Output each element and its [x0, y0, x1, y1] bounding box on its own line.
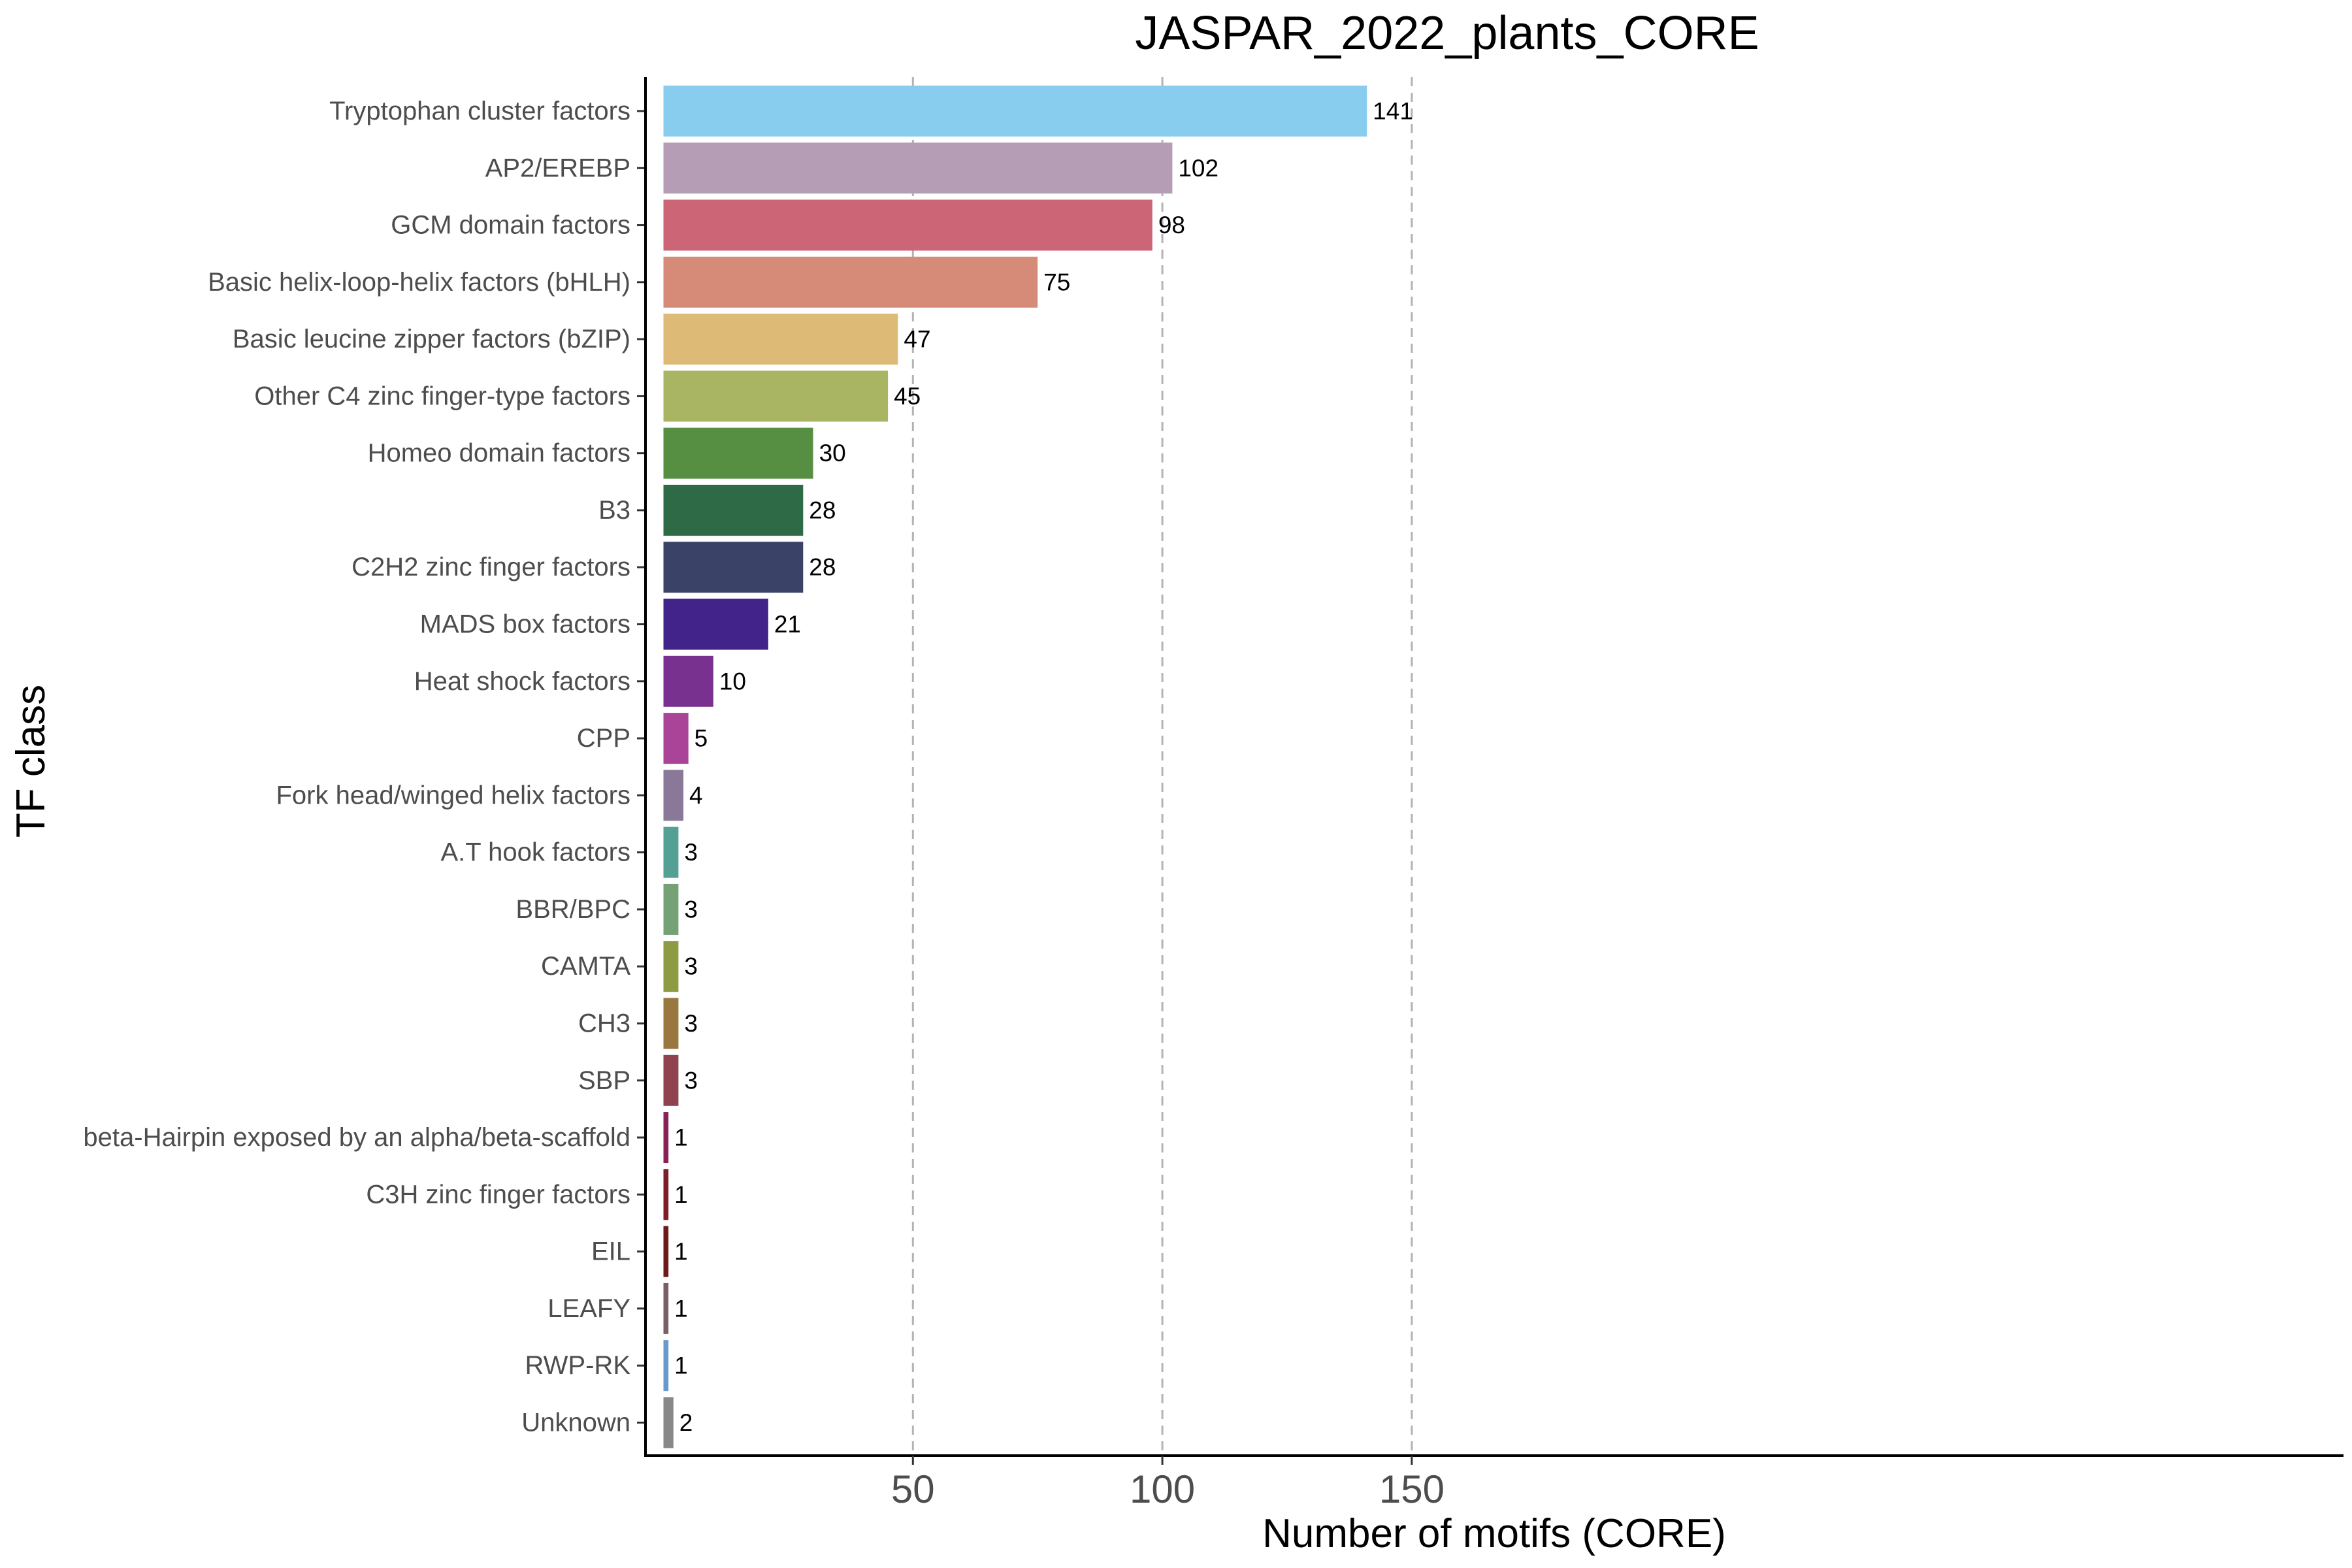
data-label: 3: [684, 1067, 698, 1094]
category-label: CAMTA: [541, 952, 630, 981]
category-label: C2H2 zinc finger factors: [351, 553, 630, 581]
bar: [663, 256, 1038, 308]
data-label: 1: [674, 1238, 688, 1265]
bar: [663, 998, 679, 1049]
bar: [663, 86, 1367, 137]
category-label: BBR/BPC: [515, 895, 630, 924]
data-label: 102: [1178, 155, 1218, 182]
category-label: A.T hook factors: [440, 838, 630, 867]
bar: [663, 655, 713, 707]
data-label: 2: [679, 1409, 693, 1436]
bar: [663, 1226, 669, 1277]
data-label: 1: [674, 1124, 688, 1151]
data-label: 3: [684, 953, 698, 980]
category-label: Fork head/winged helix factors: [276, 781, 631, 809]
category-label: LEAFY: [547, 1294, 630, 1323]
category-label: beta-Hairpin exposed by an alpha/beta-sc…: [83, 1123, 630, 1152]
bar: [663, 484, 804, 536]
data-label: 141: [1373, 98, 1413, 125]
data-label: 28: [809, 497, 836, 523]
data-label: 4: [689, 782, 703, 809]
data-label: 1: [674, 1295, 688, 1322]
category-label: Heat shock factors: [414, 667, 630, 696]
data-label: 3: [684, 896, 698, 923]
x-axis-title: Number of motifs (CORE): [1262, 1511, 1726, 1556]
category-label: Homeo domain factors: [368, 439, 630, 468]
category-label: Tryptophan cluster factors: [329, 97, 630, 125]
chart-title: JASPAR_2022_plants_CORE: [1135, 7, 1759, 59]
bar: [663, 883, 679, 935]
category-label: Unknown: [521, 1408, 630, 1437]
bar: [663, 1169, 669, 1220]
bar: [663, 314, 898, 365]
data-label: 75: [1043, 269, 1070, 295]
data-label: 1: [674, 1352, 688, 1379]
category-label: Other C4 zinc finger-type factors: [254, 382, 630, 410]
data-label: 3: [684, 839, 698, 866]
category-label: GCM domain factors: [391, 211, 630, 240]
data-label: 5: [694, 725, 708, 752]
data-label: 10: [719, 668, 746, 694]
bar: [663, 1340, 669, 1392]
bar: [663, 826, 679, 878]
data-label: 30: [819, 440, 846, 466]
bar: [663, 199, 1152, 251]
bar: [663, 142, 1173, 194]
category-label: AP2/EREBP: [485, 154, 630, 182]
y-axis-title: TF class: [8, 685, 54, 838]
bar: [663, 1112, 669, 1164]
bar: [663, 1397, 674, 1448]
data-label: 98: [1158, 212, 1185, 238]
category-label: Basic leucine zipper factors (bZIP): [233, 325, 630, 353]
bar: [663, 427, 813, 479]
x-axis-ticks: 50 100 150: [891, 1456, 1445, 1511]
bar: [663, 542, 804, 593]
grid-lines: [911, 77, 1413, 1456]
data-labels: 141 102 98 75 47 45 30 28 28 21 10 5 4 3 3 3 3 3 1 1 1 1 1 2: [674, 98, 1413, 1436]
data-label: 28: [809, 554, 836, 581]
bars: [663, 86, 1367, 1448]
category-label: C3H zinc finger factors: [366, 1180, 630, 1209]
data-label: 21: [774, 611, 801, 638]
category-label: B3: [598, 496, 630, 525]
data-label: 45: [894, 383, 921, 410]
x-tick-label: 100: [1130, 1467, 1195, 1511]
data-label: 3: [684, 1010, 698, 1037]
category-label: CPP: [577, 724, 630, 753]
category-label: MADS box factors: [420, 610, 630, 639]
bar: [663, 1054, 679, 1106]
category-labels: Tryptophan cluster factors AP2/EREBP GCM d…: [83, 97, 645, 1437]
bar: [663, 713, 689, 764]
bar: [663, 770, 684, 821]
category-label: Basic helix-loop-helix factors (bHLH): [208, 268, 630, 297]
category-label: SBP: [578, 1066, 630, 1095]
data-label: 1: [674, 1181, 688, 1208]
bar: [663, 941, 679, 992]
x-tick-label: 150: [1379, 1467, 1445, 1511]
x-tick-label: 50: [891, 1467, 935, 1511]
category-label: RWP-RK: [525, 1351, 631, 1380]
bar: [663, 598, 768, 650]
bar: [663, 1282, 669, 1334]
category-label: EIL: [591, 1237, 630, 1266]
category-label: CH3: [578, 1009, 630, 1037]
bar: [663, 370, 889, 422]
data-label: 47: [904, 326, 930, 353]
